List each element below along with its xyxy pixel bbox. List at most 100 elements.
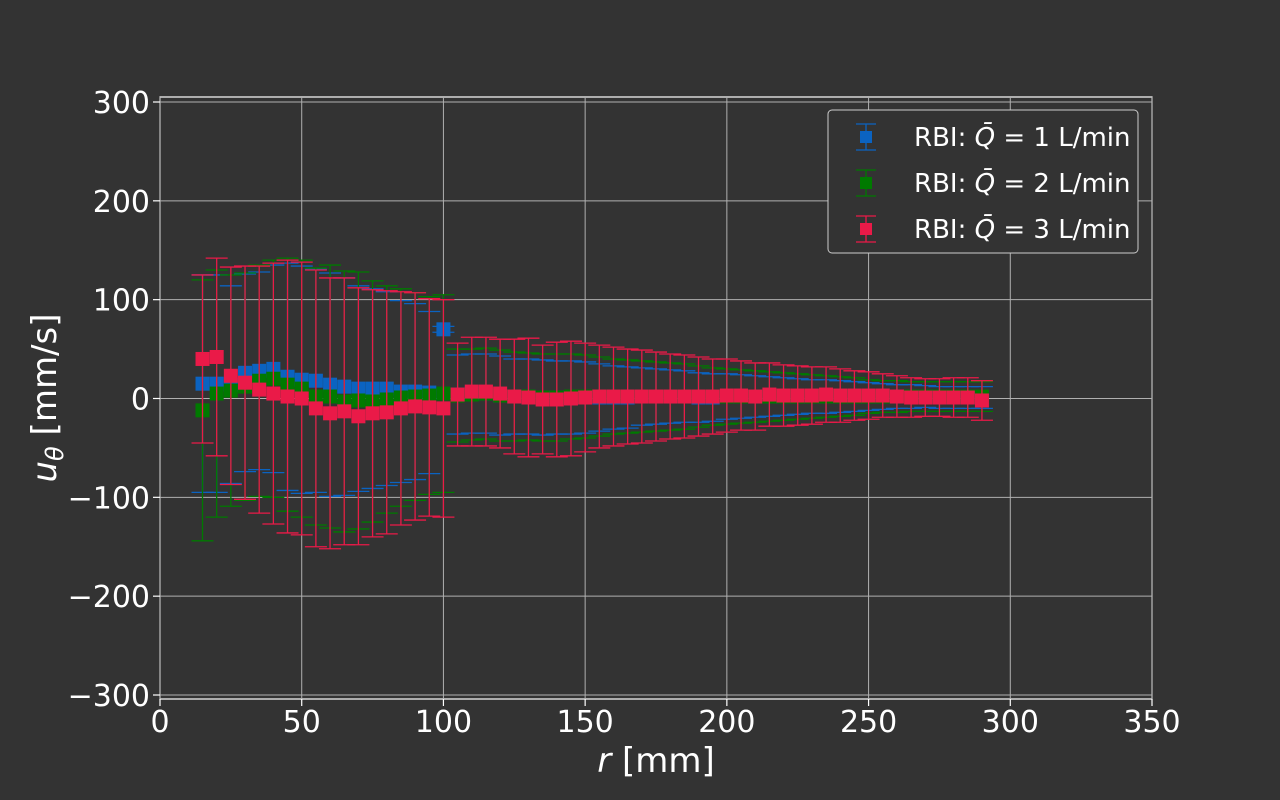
data-point (719, 388, 734, 403)
y-tick-label: 100 (93, 284, 150, 319)
legend-label-part: L/min (1050, 215, 1131, 245)
x-tick-label: 100 (415, 705, 472, 740)
y-tick-label: −300 (68, 679, 150, 714)
data-point (677, 389, 692, 404)
data-point (337, 404, 352, 419)
data-point (960, 390, 975, 405)
series-layer (191, 257, 993, 550)
legend-item-3: RBI: Q̄ = 3 L/min (856, 213, 1131, 245)
y-axis-var: u (25, 461, 65, 483)
x-tick-label: 300 (982, 705, 1039, 740)
y-axis-unit: [mm/s] (25, 314, 65, 447)
data-point (790, 388, 805, 403)
data-point (195, 351, 210, 366)
y-tick-label: 0 (131, 383, 150, 418)
data-point (946, 390, 961, 405)
data-point (408, 399, 423, 414)
data-point (464, 384, 479, 399)
data-point (776, 388, 791, 403)
legend-label: RBI: Q̄ = 1 L/min (914, 121, 1131, 153)
data-point (578, 390, 593, 405)
data-point (478, 384, 493, 399)
data-point (833, 388, 848, 403)
data-point (238, 375, 253, 390)
data-point (819, 387, 834, 402)
data-point (974, 393, 989, 408)
y-axis-subscript: θ (41, 446, 69, 461)
legend-label-part: = (995, 169, 1033, 199)
data-point (649, 389, 663, 404)
data-point (705, 389, 720, 404)
legend-marker (860, 223, 872, 235)
legend-label-part: 1 (1033, 123, 1050, 153)
legend-label-part: Q̄ (975, 213, 995, 245)
x-axis-label: r [mm] (597, 741, 715, 781)
data-point (592, 389, 607, 404)
data-point (691, 389, 706, 404)
data-point (521, 390, 536, 405)
data-point (351, 409, 366, 424)
ticks: 0 50 100 150 200 250 300 350 −300 −200 −100 0 100 200… (68, 86, 1181, 740)
data-point (535, 392, 550, 407)
y-tick-label: −200 (68, 580, 150, 615)
legend-label: RBI: Q̄ = 3 L/min (914, 213, 1131, 245)
legend-label-part: L/min (1050, 169, 1131, 199)
data-point (422, 400, 437, 415)
x-axis-unit: [mm] (611, 741, 715, 781)
data-point (663, 389, 678, 404)
legend-label-part: RBI: (914, 215, 975, 245)
data-point (804, 388, 819, 403)
legend-marker (860, 177, 872, 189)
data-point (847, 388, 862, 403)
data-point (762, 387, 777, 402)
legend-frame (827, 109, 1139, 254)
legend-label-part: RBI: (914, 123, 975, 153)
data-point (308, 401, 323, 416)
legend-label-part: L/min (1050, 123, 1131, 153)
legend-label: RBI: Q̄ = 2 L/min (914, 167, 1131, 199)
x-tick-label: 350 (1123, 705, 1180, 740)
data-point (365, 406, 380, 421)
data-point (861, 388, 876, 403)
data-point (393, 401, 408, 416)
plot-area: 0 50 100 150 200 250 300 350 −300 −200 −100 0 100 200… (68, 86, 1181, 740)
data-point (252, 382, 267, 397)
data-point (606, 389, 621, 404)
legend-item-2: RBI: Q̄ = 2 L/min (856, 167, 1131, 199)
y-tick-label: −100 (68, 481, 150, 516)
data-point (266, 386, 281, 401)
data-point (493, 386, 508, 401)
data-point (918, 390, 933, 405)
data-point (436, 401, 451, 416)
data-point (323, 406, 338, 421)
data-point (734, 388, 749, 403)
y-tick-label: 300 (93, 86, 150, 121)
data-point (223, 368, 238, 383)
series-3 (191, 257, 993, 550)
data-point (932, 390, 947, 405)
y-axis-label: uθ [mm/s] (25, 314, 69, 483)
legend-label-part: = (995, 215, 1033, 245)
data-point (563, 391, 578, 406)
y-tick-label: 200 (93, 185, 150, 220)
legend-item-1: RBI: Q̄ = 1 L/min (856, 121, 1131, 153)
data-point (379, 405, 394, 420)
data-point (748, 389, 763, 404)
data-point (209, 349, 224, 364)
data-point (889, 389, 904, 404)
legend-label-part: 3 (1033, 215, 1050, 245)
data-point (634, 389, 649, 404)
x-tick-label: 50 (283, 705, 321, 740)
data-point (549, 392, 564, 407)
x-tick-label: 250 (840, 705, 897, 740)
legend-label-part: 2 (1033, 169, 1050, 199)
x-tick-label: 0 (150, 705, 169, 740)
data-point (904, 390, 919, 405)
x-tick-label: 150 (557, 705, 614, 740)
data-point (507, 389, 522, 404)
legend-marker (860, 131, 872, 143)
data-point (620, 389, 635, 404)
